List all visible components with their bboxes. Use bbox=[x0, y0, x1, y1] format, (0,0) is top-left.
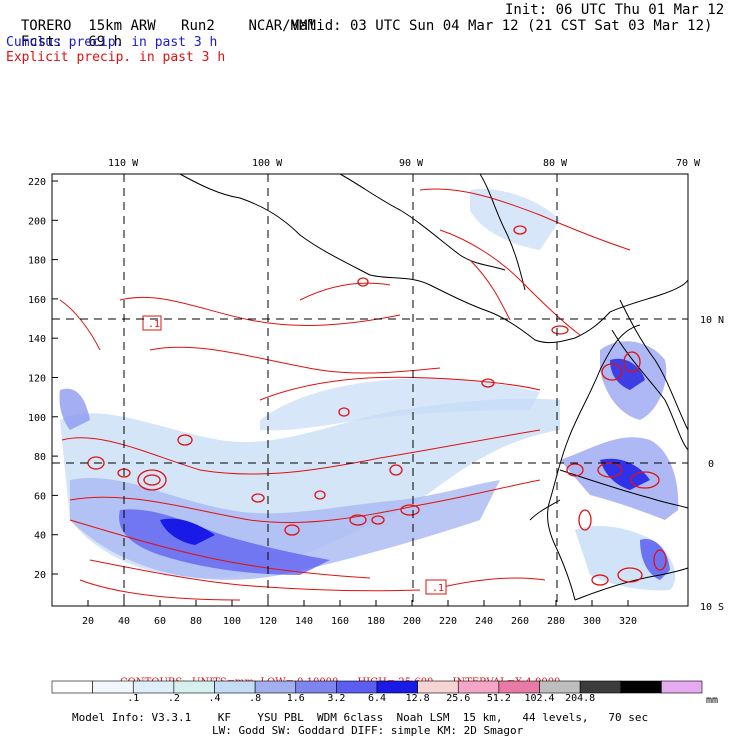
x-tick-label: 40 bbox=[118, 616, 130, 627]
contour-label-box-2: .1 bbox=[425, 579, 447, 595]
model-info-line2: LW: Godd SW: Goddard DIFF: simple KM: 2D… bbox=[212, 724, 524, 737]
valid-time: Valid: 03 UTC Sun 04 Mar 12 (21 CST Sat … bbox=[291, 18, 713, 34]
colorbar-label: 6.4 bbox=[367, 693, 387, 704]
colorbar-label: 51.2 bbox=[486, 693, 511, 704]
lon-label-70w: 70 W bbox=[676, 158, 701, 169]
y-tick-label: 100 bbox=[28, 413, 46, 424]
colorbar-swatch bbox=[132, 680, 175, 694]
colorbar-label: .2 bbox=[167, 693, 180, 704]
model-info-line1: Model Info: V3.3.1 KF YSU PBL WDM 6class… bbox=[72, 711, 649, 724]
contour-label-box-1: .1 bbox=[142, 315, 162, 331]
colorbar-swatch bbox=[51, 680, 93, 694]
colorbar-swatch bbox=[620, 680, 662, 694]
run-label: Run2 bbox=[181, 18, 215, 34]
x-tick-label: 320 bbox=[619, 616, 637, 627]
org-label: NCAR/MMM bbox=[248, 18, 316, 34]
colorbar-swatch bbox=[417, 680, 459, 694]
colorbar-swatch bbox=[539, 680, 581, 694]
x-tick-label: 180 bbox=[367, 616, 385, 627]
x-tick-label: 200 bbox=[403, 616, 421, 627]
lon-label-100w: 100 W bbox=[252, 158, 283, 169]
x-tick-label: 60 bbox=[154, 616, 166, 627]
model-name: TORERO bbox=[20, 18, 72, 34]
x-tick-label: 240 bbox=[475, 616, 493, 627]
y-tick-label: 160 bbox=[28, 295, 46, 306]
lon-label-80w: 80 W bbox=[543, 158, 568, 169]
y-tick-label: 220 bbox=[28, 177, 46, 188]
y-tick-label: 120 bbox=[28, 374, 46, 385]
explicit-precip-cells bbox=[87, 225, 667, 586]
contour-label-1: .1 bbox=[148, 319, 160, 330]
lat-label-0: 0 bbox=[708, 459, 714, 470]
colorbar-swatch bbox=[295, 680, 337, 694]
y-axis-ticks: 220 200 180 160 140 120 100 80 60 40 20 bbox=[28, 177, 58, 581]
y-tick-label: 180 bbox=[28, 256, 46, 267]
contour-label-2: .1 bbox=[432, 583, 444, 594]
lat-label-10n: 10 N bbox=[700, 315, 724, 326]
colorbar-label: 204.8 bbox=[565, 693, 596, 704]
y-tick-label: 140 bbox=[28, 334, 46, 345]
y-tick-label: 20 bbox=[34, 570, 46, 581]
colorbar-unit: mm bbox=[706, 695, 719, 706]
explicit-legend: Explicit precip. in past 3 h bbox=[6, 50, 226, 65]
x-tick-label: 100 bbox=[223, 616, 241, 627]
colorbar-swatch bbox=[336, 680, 378, 694]
colorbar-swatch bbox=[376, 680, 418, 694]
colorbar-label: 3.2 bbox=[327, 693, 346, 704]
x-tick-label: 160 bbox=[331, 616, 349, 627]
colorbar-swatch bbox=[457, 680, 500, 694]
y-tick-label: 200 bbox=[28, 216, 46, 227]
forecast-hour: Fcst: 69 h bbox=[4, 18, 122, 50]
header-model: TORERO 15km ARW Run2 NCAR/MMM bbox=[4, 2, 316, 34]
model-resolution: 15km ARW bbox=[88, 18, 156, 34]
x-tick-label: 280 bbox=[547, 616, 565, 627]
colorbar-label: .8 bbox=[249, 693, 262, 704]
colorbar-label: 1.6 bbox=[286, 693, 305, 704]
colorbar-label: 102.4 bbox=[524, 693, 555, 704]
x-tick-label: 80 bbox=[190, 616, 202, 627]
cumulus-precip-fill bbox=[59, 189, 679, 591]
fcst-value: 69 h bbox=[88, 34, 123, 50]
graticule bbox=[52, 174, 688, 606]
explicit-precip-contours bbox=[59, 188, 631, 601]
x-axis-ticks: 20 40 60 80 100 120 140 160 180 200 220 240 260 280 30… bbox=[82, 600, 637, 627]
y-tick-label: 60 bbox=[34, 491, 46, 502]
y-tick-label: 80 bbox=[34, 452, 46, 463]
x-tick-label: 300 bbox=[583, 616, 601, 627]
colorbar-swatch bbox=[254, 680, 297, 694]
colorbar-label: 12.8 bbox=[405, 693, 430, 704]
cumulus-legend: Cumulus precip. in past 3 h bbox=[6, 35, 218, 50]
x-tick-label: 120 bbox=[259, 616, 277, 627]
fcst-label: Fcst: bbox=[20, 34, 64, 50]
x-tick-label: 20 bbox=[82, 616, 94, 627]
colorbar-swatch bbox=[92, 680, 134, 694]
init-time: Init: 06 UTC Thu 01 Mar 12 bbox=[505, 2, 725, 18]
colorbar-swatch bbox=[173, 680, 215, 694]
colorbar-swatch bbox=[661, 680, 703, 694]
lon-label-110w: 110 W bbox=[108, 158, 139, 169]
colorbar-swatch bbox=[579, 680, 622, 694]
x-tick-label: 140 bbox=[295, 616, 313, 627]
x-tick-label: 260 bbox=[511, 616, 529, 627]
lat-label-10s: 10 S bbox=[700, 602, 724, 613]
coastlines bbox=[179, 173, 689, 601]
colorbar-swatch bbox=[214, 680, 256, 694]
colorbar-swatch bbox=[498, 680, 540, 694]
colorbar-label: 25.6 bbox=[446, 693, 471, 704]
y-tick-label: 40 bbox=[34, 531, 46, 542]
colorbar bbox=[51, 680, 703, 694]
lon-label-90w: 90 W bbox=[399, 158, 424, 169]
colorbar-label: .4 bbox=[208, 693, 221, 704]
x-tick-label: 220 bbox=[439, 616, 457, 627]
colorbar-label: .1 bbox=[127, 693, 140, 704]
